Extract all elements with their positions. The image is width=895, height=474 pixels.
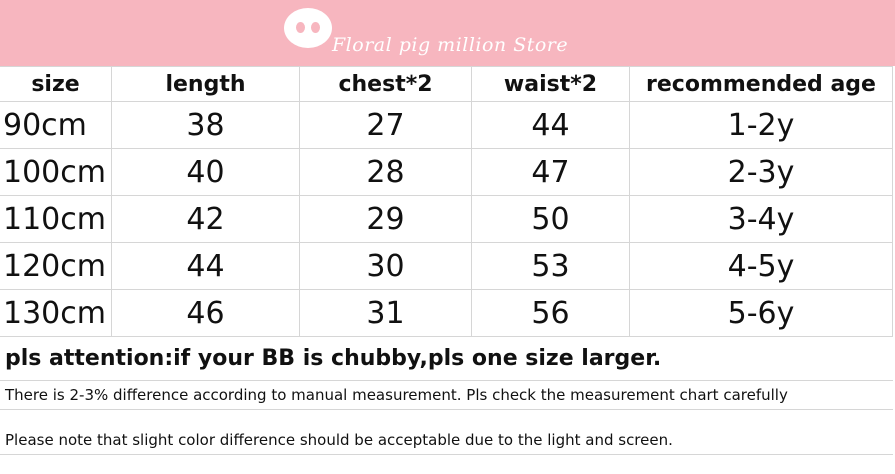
table-cell: 100cm [0,149,112,196]
table-cell: 56 [472,290,630,337]
note-text: pls attention:if your BB is chubby,pls o… [0,337,893,381]
table-cell: 44 [112,243,300,290]
store-title: Floral pig million Store [332,34,569,56]
table-cell: 2-3y [630,149,893,196]
table-cell: 40 [112,149,300,196]
table-cell: 29 [300,196,472,243]
column-header: size [0,66,112,102]
column-header: chest*2 [300,66,472,102]
table-cell: 1-2y [630,102,893,149]
table-cell: 47 [472,149,630,196]
table-cell: 53 [472,243,630,290]
table-cell: 90cm [0,102,112,149]
table-cell: 110cm [0,196,112,243]
table-cell: 120cm [0,243,112,290]
table-cell: 28 [300,149,472,196]
column-header: recommended age [630,66,893,102]
table-cell: 27 [300,102,472,149]
column-header: waist*2 [472,66,630,102]
table-cell: 31 [300,290,472,337]
table-cell: 4-5y [630,243,893,290]
table-cell: 44 [472,102,630,149]
table-cell: 50 [472,196,630,243]
table-cell: 30 [300,243,472,290]
column-header: length [112,66,300,102]
table-cell: 38 [112,102,300,149]
banner: Floral pig million Store [0,0,895,66]
table-cell: 3-4y [630,196,893,243]
note-text: There is 2-3% difference according to ma… [0,381,893,410]
note-text: Please note that slight color difference… [0,410,893,455]
table-cell: 46 [112,290,300,337]
pig-nose-icon [284,8,332,48]
table-cell: 130cm [0,290,112,337]
table-cell: 42 [112,196,300,243]
table-cell: 5-6y [630,290,893,337]
